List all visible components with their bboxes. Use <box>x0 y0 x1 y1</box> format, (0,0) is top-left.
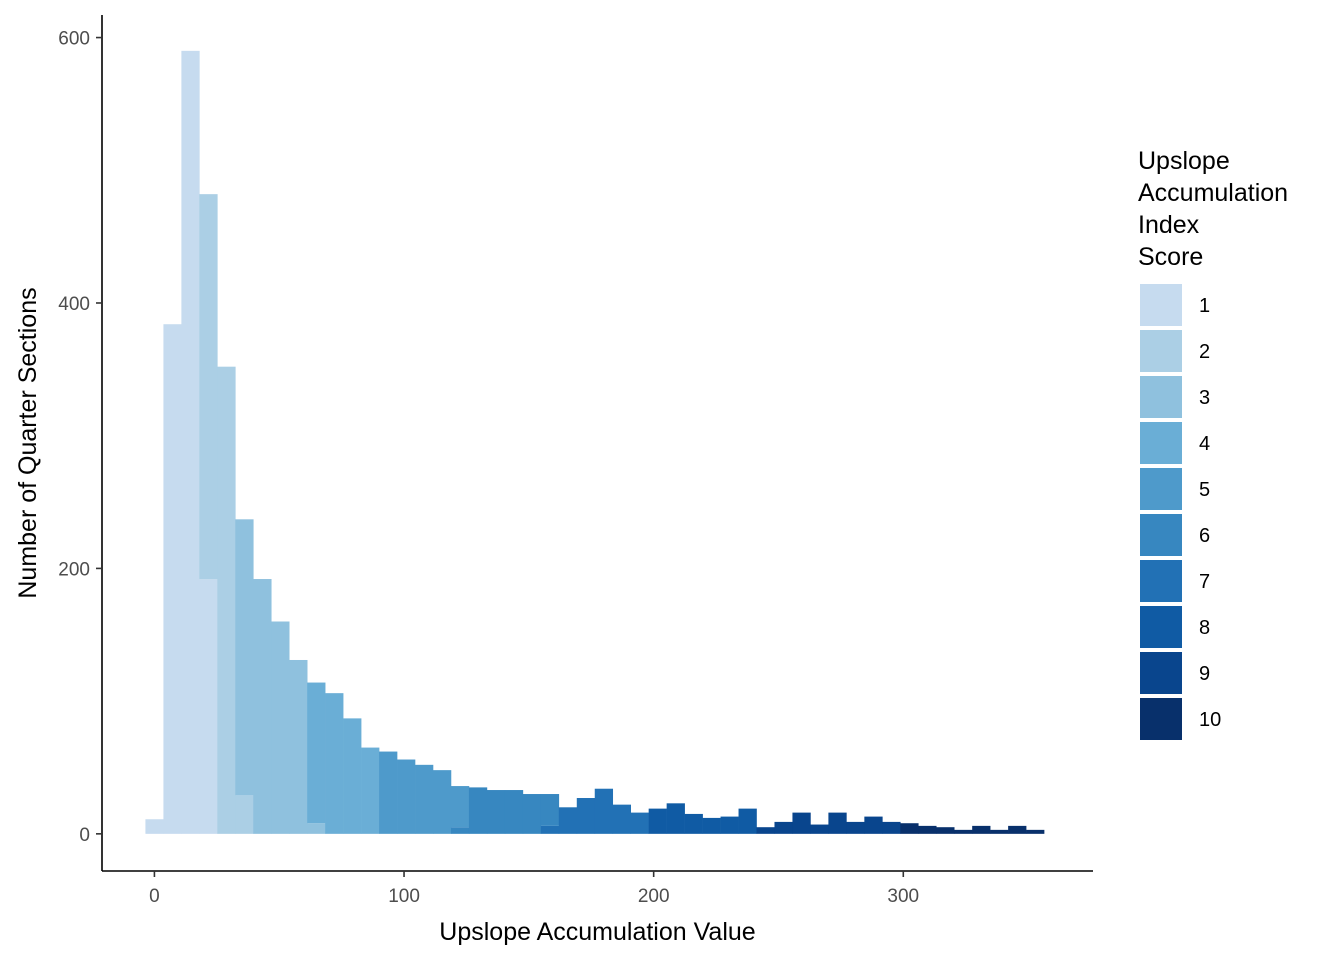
histogram-bar-28-score-8 <box>648 808 667 834</box>
histogram-bar-38-score-9 <box>828 812 847 834</box>
histogram-bar-44-score-10 <box>936 827 955 834</box>
histogram-bar-45-score-10 <box>954 829 973 834</box>
histogram-bar-36-score-9 <box>792 812 811 834</box>
x-tick-label: 300 <box>887 886 919 907</box>
legend-label-3: 3 <box>1199 387 1210 409</box>
legend-label-5: 5 <box>1199 479 1210 501</box>
legend-swatch-5 <box>1140 468 1182 510</box>
histogram-bar-29-score-8 <box>666 803 685 834</box>
x-tick-label: 0 <box>149 886 160 907</box>
legend-label-1: 1 <box>1199 295 1210 317</box>
legend-swatch-2 <box>1140 330 1182 372</box>
x-axis-ticks: 0 100 200 300 <box>149 871 919 907</box>
legend-swatch-8 <box>1140 606 1182 648</box>
legend-items: 1 2 3 4 5 6 7 8 9 10 <box>1140 284 1221 740</box>
histogram-bars <box>145 50 1045 834</box>
histogram-bar-39-score-9 <box>846 821 865 834</box>
legend-title-line: Upslope <box>1138 147 1230 175</box>
x-axis-title: Upslope Accumulation Value <box>439 918 755 946</box>
histogram-bar-12-score-4 <box>361 747 380 834</box>
histogram-bar-24-score-7 <box>576 798 596 834</box>
legend-swatch-10 <box>1140 698 1182 740</box>
histogram-bar-42-score-10 <box>900 823 919 834</box>
histogram-bar-17-score-5 <box>450 786 470 828</box>
histogram-bar-2-score-1 <box>181 50 200 834</box>
histogram-bar-5-score-3 <box>235 519 254 796</box>
legend-title-line: Accumulation <box>1138 179 1288 207</box>
histogram-bar-23-score-7 <box>558 807 578 834</box>
histogram-bar-8-score-3 <box>289 659 308 834</box>
histogram-bar-40-score-9 <box>864 816 883 834</box>
histogram-bar-30-score-8 <box>684 813 703 834</box>
histogram-bar-3-score-1 <box>199 579 218 834</box>
histogram-bar-32-score-8 <box>720 816 739 834</box>
histogram-bar-20-score-6 <box>504 790 524 834</box>
histogram-bar-46-score-10 <box>972 825 991 834</box>
legend-swatch-1 <box>1140 284 1182 326</box>
histogram-bar-16-score-5 <box>433 770 452 834</box>
histogram-bar-22-score-7 <box>540 825 560 834</box>
x-tick-label: 100 <box>388 886 420 907</box>
histogram-bar-26-score-7 <box>612 804 631 834</box>
histogram-bar-31-score-8 <box>702 817 721 834</box>
histogram-bar-18-score-6 <box>468 787 488 834</box>
histogram-bar-21-score-6 <box>522 794 542 834</box>
legend-label-8: 8 <box>1199 617 1210 639</box>
histogram-bar-47-score-10 <box>990 829 1009 834</box>
legend-title-line: Score <box>1138 243 1203 271</box>
histogram-bar-4-score-2 <box>217 366 236 834</box>
legend-swatch-6 <box>1140 514 1182 556</box>
y-tick-label: 200 <box>58 559 90 580</box>
histogram-bar-1-score-1 <box>163 324 182 834</box>
histogram-bar-9-score-4 <box>307 682 326 824</box>
histogram-bar-35-score-9 <box>774 821 793 834</box>
histogram-bar-15-score-5 <box>415 764 434 834</box>
y-tick-label: 400 <box>58 294 90 315</box>
histogram-bar-49-score-10 <box>1026 829 1045 834</box>
legend-label-4: 4 <box>1199 433 1210 455</box>
y-axis-title: Number of Quarter Sections <box>14 287 42 598</box>
histogram-bar-13-score-5 <box>379 751 398 834</box>
legend-swatch-9 <box>1140 652 1182 694</box>
histogram-bar-9-score-3 <box>307 823 326 834</box>
histogram-bar-5-score-2 <box>235 795 254 834</box>
histogram-bar-34-score-9 <box>756 827 775 834</box>
legend-title: Upslope Accumulation Index Score <box>1138 147 1288 271</box>
legend-label-2: 2 <box>1199 341 1210 363</box>
histogram-bar-19-score-6 <box>486 790 506 834</box>
histogram-bar-6-score-3 <box>253 579 272 834</box>
legend-label-9: 9 <box>1199 663 1210 685</box>
histogram-bar-7-score-3 <box>271 621 290 834</box>
legend-label-6: 6 <box>1199 525 1210 547</box>
histogram-bar-14-score-5 <box>397 759 416 834</box>
histogram-bar-27-score-7 <box>630 812 649 834</box>
y-tick-label: 0 <box>79 825 90 846</box>
histogram-bar-37-score-9 <box>810 824 829 834</box>
histogram-bar-43-score-10 <box>918 825 937 834</box>
histogram-bar-48-score-10 <box>1008 825 1027 834</box>
histogram-bar-3-score-2 <box>199 194 218 580</box>
y-tick-label: 600 <box>58 29 90 50</box>
histogram-bar-10-score-4 <box>325 693 344 834</box>
x-tick-label: 200 <box>638 886 670 907</box>
histogram-bar-33-score-8 <box>738 808 757 834</box>
histogram-bar-17-score-6 <box>450 827 470 834</box>
legend-swatch-3 <box>1140 376 1182 418</box>
legend-swatch-7 <box>1140 560 1182 602</box>
legend-swatch-4 <box>1140 422 1182 464</box>
legend-label-10: 10 <box>1199 709 1221 731</box>
histogram-bar-41-score-9 <box>882 821 901 834</box>
legend-label-7: 7 <box>1199 571 1210 593</box>
histogram-bar-25-score-7 <box>594 788 614 834</box>
histogram-bar-0-score-1 <box>145 819 164 834</box>
legend-title-line: Index <box>1138 211 1200 239</box>
y-axis-ticks: 0 200 400 600 <box>58 29 102 846</box>
histogram-bar-11-score-4 <box>343 718 362 834</box>
histogram-bar-22-score-6 <box>540 794 560 826</box>
